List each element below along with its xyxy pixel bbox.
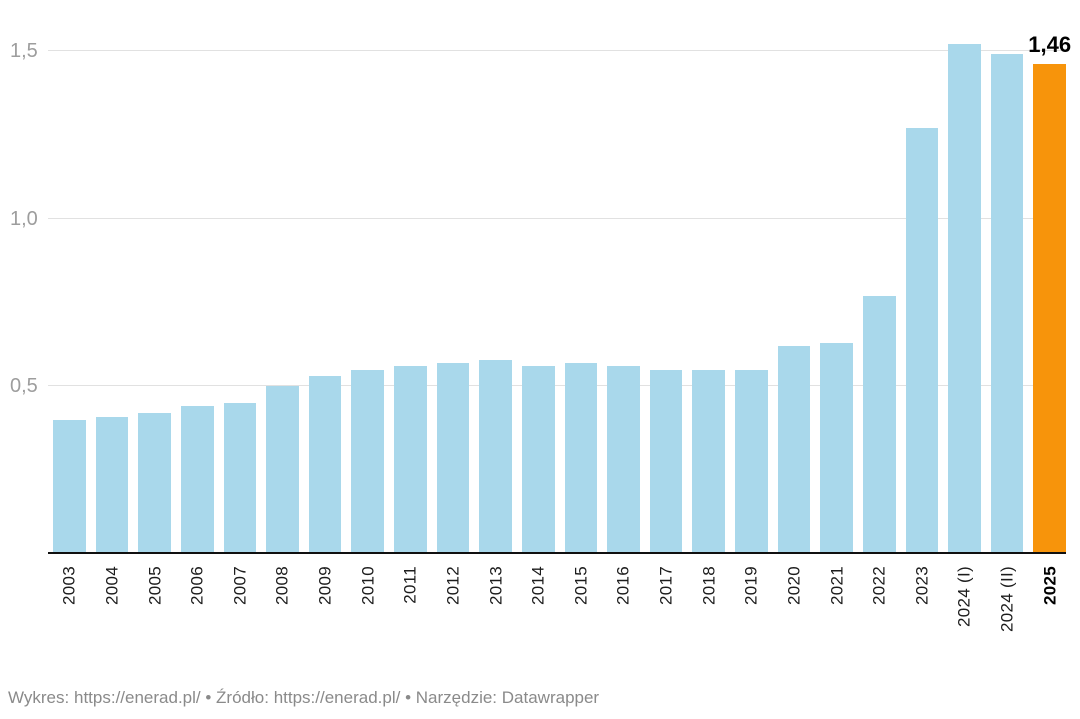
bar-slot: 2023 xyxy=(905,51,939,605)
bar-2014[interactable] xyxy=(521,366,555,554)
value-label: 1,46 xyxy=(1028,32,1072,58)
bar-slot: 1,46 2025 xyxy=(1028,32,1071,605)
bar-2024-I[interactable] xyxy=(948,44,981,554)
bar-2023[interactable] xyxy=(905,128,939,554)
bar-2010[interactable] xyxy=(351,369,384,554)
x-axis-label: 2012 xyxy=(443,566,463,606)
bar-slot: 2018 xyxy=(692,51,725,605)
footer-chart-label: Wykres: xyxy=(8,688,70,707)
bar-2007[interactable] xyxy=(223,403,257,554)
x-axis-label: 2014 xyxy=(528,566,548,606)
bar-slot: 2013 xyxy=(479,51,512,605)
bar-slot: 2022 xyxy=(862,51,896,605)
bar-2003[interactable] xyxy=(53,419,86,554)
bar-2008[interactable] xyxy=(266,386,299,554)
bar-slot: 2007 xyxy=(223,51,257,605)
x-axis-label: 2020 xyxy=(784,566,804,606)
x-axis-label: 2021 xyxy=(827,566,847,606)
footer-tool-label: Narzędzie: xyxy=(415,688,498,707)
bar-2017[interactable] xyxy=(649,369,683,554)
bar-slot: 2004 xyxy=(95,51,129,605)
x-axis-label: 2017 xyxy=(656,566,676,606)
x-axis-label: 2011 xyxy=(400,566,420,604)
bar-2004[interactable] xyxy=(95,416,129,554)
bar-slot: 2005 xyxy=(138,51,171,605)
bar-slot: 2012 xyxy=(436,51,470,605)
bar-slot: 2015 xyxy=(564,51,598,605)
x-axis-label: 2024 (I) xyxy=(954,566,974,627)
bar-2011[interactable] xyxy=(394,366,427,554)
x-axis-label: 2009 xyxy=(315,566,335,606)
bar-slot: 2006 xyxy=(180,51,214,605)
bars: 2003 2004 2005 2006 2007 2008 2009 2010 2011 2012… xyxy=(48,32,1071,632)
footer-separator: • xyxy=(205,688,212,707)
x-axis-label: 2005 xyxy=(145,566,165,606)
footer-source-label: Źródło: xyxy=(216,688,269,707)
x-axis-label: 2025 xyxy=(1040,566,1060,606)
bar-slot: 2016 xyxy=(607,51,640,605)
bar-slot: 2009 xyxy=(308,51,342,605)
footer: Wykres: https://enerad.pl/ • Źródło: htt… xyxy=(8,688,599,708)
bar-2005[interactable] xyxy=(138,413,171,554)
footer-source-link[interactable]: https://enerad.pl/ xyxy=(273,688,401,707)
footer-chart-link[interactable]: https://enerad.pl/ xyxy=(73,688,201,707)
bar-2018[interactable] xyxy=(692,369,725,554)
bar-slot: 2020 xyxy=(777,51,811,605)
x-axis-label: 2015 xyxy=(571,566,591,606)
bar-2006[interactable] xyxy=(180,406,214,554)
x-axis-label: 2004 xyxy=(102,566,122,606)
x-axis-label: 2003 xyxy=(59,566,79,606)
bar-slot: 2024 (I) xyxy=(948,44,981,627)
x-axis-label: 2019 xyxy=(741,566,761,606)
bar-2009[interactable] xyxy=(308,376,342,554)
x-axis-label: 2008 xyxy=(272,566,292,606)
x-axis-line xyxy=(48,552,1066,554)
bar-2022[interactable] xyxy=(862,295,896,554)
y-axis-tick-label: 0,5 xyxy=(10,375,38,398)
gridline xyxy=(48,385,1066,387)
x-axis-label: 2022 xyxy=(869,566,889,606)
bar-slot: 2003 xyxy=(53,51,86,605)
bar-2012[interactable] xyxy=(436,362,470,554)
x-axis-label: 2010 xyxy=(358,566,378,606)
y-axis-tick-label: 1,0 xyxy=(10,207,38,230)
bar-2016[interactable] xyxy=(607,366,640,554)
x-axis-label: 2024 (II) xyxy=(997,566,1017,633)
gridline xyxy=(48,217,1066,219)
plot-area: 2003 2004 2005 2006 2007 2008 2009 2010 2011 2012… xyxy=(48,32,1071,632)
bar-slot: 2010 xyxy=(351,51,384,605)
bar-2013[interactable] xyxy=(479,359,512,554)
bar-2021[interactable] xyxy=(820,342,853,554)
bar-slot: 2019 xyxy=(735,51,768,605)
bar-2025[interactable]: 1,46 xyxy=(1028,32,1071,554)
footer-separator: • xyxy=(405,688,412,707)
bar-2015[interactable] xyxy=(564,362,598,554)
x-axis-label: 2016 xyxy=(613,566,633,606)
bar-slot: 2011 xyxy=(394,51,427,604)
x-axis-label: 2013 xyxy=(486,566,506,606)
x-axis-label: 2023 xyxy=(912,566,932,606)
bar-slot: 2021 xyxy=(820,51,853,605)
bar-2019[interactable] xyxy=(735,369,768,554)
bar-slot: 2017 xyxy=(649,51,683,605)
bar-slot: 2008 xyxy=(266,51,299,605)
bar-slot: 2014 xyxy=(521,51,555,605)
y-axis-tick-label: 1,5 xyxy=(10,40,38,62)
gridline xyxy=(48,50,1066,51)
bar-slot: 2024 (II) xyxy=(990,51,1024,632)
y-axis: 0,5 1,0 1,5 xyxy=(10,40,50,554)
footer-tool-link[interactable]: Datawrapper xyxy=(501,688,600,707)
bar-2024-II[interactable] xyxy=(990,54,1024,554)
bar-2020[interactable] xyxy=(777,346,811,554)
x-axis-label: 2006 xyxy=(187,566,207,606)
x-axis-label: 2018 xyxy=(699,566,719,606)
x-axis-label: 2007 xyxy=(230,566,250,606)
